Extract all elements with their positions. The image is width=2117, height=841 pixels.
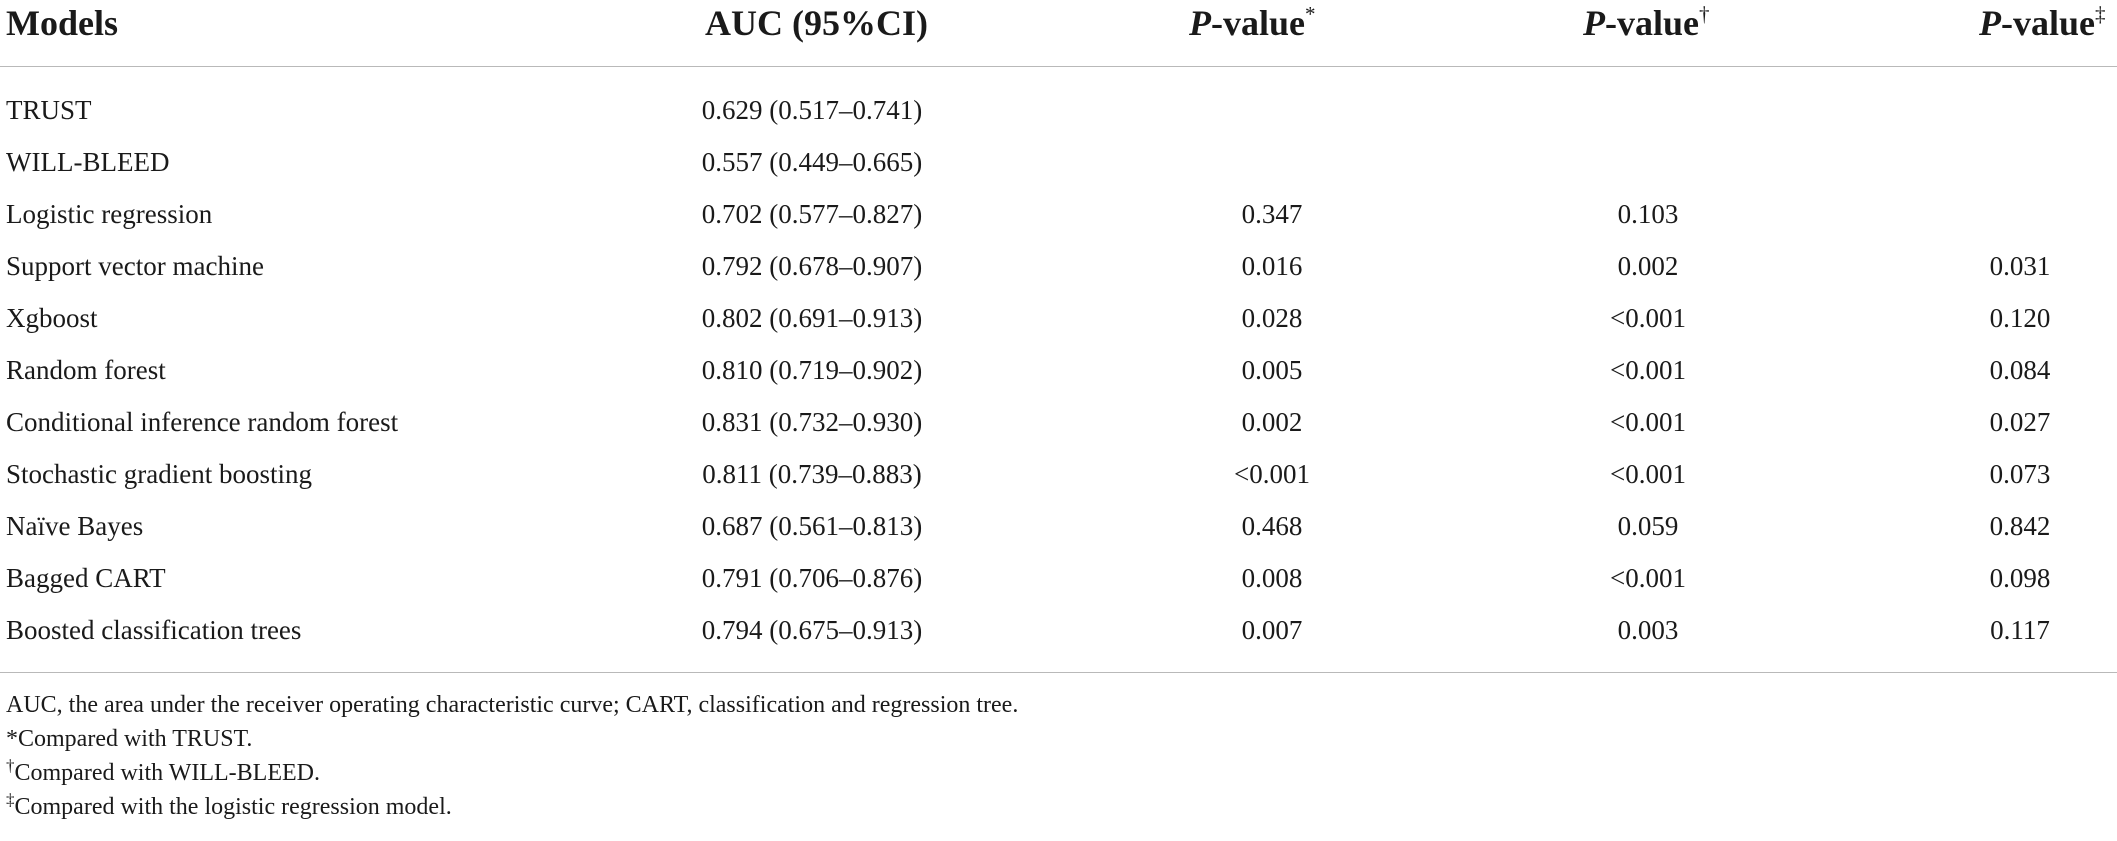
- table-row: Stochastic gradient boosting 0.811 (0.73…: [0, 448, 2117, 500]
- footnote-mark: *: [6, 726, 18, 752]
- header-p-mark: *: [1305, 2, 1316, 26]
- p-value-vs-logistic: 0.031: [1989, 251, 2051, 281]
- header-p-letter: P: [1189, 3, 1211, 43]
- p-value-vs-trust: 0.016: [1241, 251, 1303, 281]
- p-value-vs-logistic: 0.027: [1989, 407, 2051, 437]
- model-name: TRUST: [6, 95, 92, 125]
- header-p-suffix: -value: [1211, 3, 1305, 43]
- auc-value: 0.702 (0.577–0.827): [701, 199, 923, 229]
- auc-value: 0.802 (0.691–0.913): [701, 303, 923, 333]
- header-p-suffix: -value: [1605, 3, 1699, 43]
- footnote-text: Compared with TRUST.: [18, 726, 253, 752]
- footnote-will-bleed: †Compared with WILL-BLEED.: [6, 756, 1018, 790]
- p-value-vs-will-bleed: <0.001: [1610, 303, 1686, 333]
- table-row: Support vector machine 0.792 (0.678–0.90…: [0, 240, 2117, 292]
- table-row: TRUST 0.629 (0.517–0.741): [0, 84, 2117, 136]
- p-value-vs-logistic: 0.842: [1989, 511, 2051, 541]
- auc-value: 0.810 (0.719–0.902): [701, 355, 923, 385]
- p-value-vs-logistic: 0.073: [1989, 459, 2051, 489]
- p-value-vs-trust: 0.028: [1241, 303, 1303, 333]
- p-value-vs-will-bleed: <0.001: [1610, 407, 1686, 437]
- p-value-vs-logistic: 0.084: [1989, 355, 2051, 385]
- header-p-suffix: -value: [2001, 3, 2095, 43]
- model-name: Boosted classification trees: [6, 615, 302, 645]
- p-value-vs-will-bleed: 0.059: [1617, 511, 1679, 541]
- footnote-mark: †: [6, 756, 15, 775]
- model-name: Logistic regression: [6, 199, 213, 229]
- table-row: WILL-BLEED 0.557 (0.449–0.665): [0, 136, 2117, 188]
- header-p-mark: ‡: [2095, 2, 2106, 26]
- footnote-abbreviations: AUC, the area under the receiver operati…: [6, 692, 1019, 718]
- p-value-vs-logistic: 0.117: [1990, 615, 2050, 645]
- p-value-vs-will-bleed: 0.003: [1617, 615, 1679, 645]
- auc-value: 0.831 (0.732–0.930): [701, 407, 923, 437]
- footnote-text: Compared with the logistic regression mo…: [14, 794, 452, 820]
- p-value-vs-will-bleed: 0.103: [1617, 199, 1679, 229]
- auc-value: 0.791 (0.706–0.876): [701, 563, 923, 593]
- auc-value: 0.794 (0.675–0.913): [701, 615, 923, 645]
- model-name: Conditional inference random forest: [6, 407, 399, 437]
- header-p-value-2: P-value†: [1583, 0, 1710, 66]
- footnote-text: Compared with WILL-BLEED.: [14, 760, 320, 786]
- model-name: Support vector machine: [6, 251, 264, 281]
- p-value-vs-trust: 0.002: [1241, 407, 1303, 437]
- p-value-vs-trust: 0.008: [1241, 563, 1303, 593]
- header-models-label: Models: [6, 3, 118, 43]
- header-rule: [0, 66, 2117, 67]
- model-name: Random forest: [6, 355, 166, 385]
- p-value-vs-will-bleed: <0.001: [1610, 563, 1686, 593]
- header-p-mark: †: [1699, 2, 1710, 26]
- model-name: Naïve Bayes: [6, 511, 144, 541]
- table-row: Xgboost 0.802 (0.691–0.913) 0.028 <0.001…: [0, 292, 2117, 344]
- header-p-value-1: P-value*: [1189, 0, 1316, 66]
- table-row: Logistic regression 0.702 (0.577–0.827) …: [0, 188, 2117, 240]
- p-value-vs-trust: 0.468: [1241, 511, 1303, 541]
- auc-value: 0.792 (0.678–0.907): [701, 251, 923, 281]
- header-p-value-3: P-value‡: [1979, 0, 2106, 66]
- header-p-letter: P: [1979, 3, 2001, 43]
- footer-rule: [0, 672, 2117, 673]
- table-row: Bagged CART 0.791 (0.706–0.876) 0.008 <0…: [0, 552, 2117, 604]
- footnote-mark: ‡: [6, 790, 15, 809]
- p-value-vs-will-bleed: <0.001: [1610, 355, 1686, 385]
- header-auc: AUC (95%CI): [705, 0, 928, 66]
- table-row: Conditional inference random forest 0.83…: [0, 396, 2117, 448]
- model-name: WILL-BLEED: [6, 147, 170, 177]
- table-row: Random forest 0.810 (0.719–0.902) 0.005 …: [0, 344, 2117, 396]
- header-p-letter: P: [1583, 3, 1605, 43]
- header-models: Models: [6, 0, 118, 66]
- p-value-vs-will-bleed: 0.002: [1617, 251, 1679, 281]
- p-value-vs-trust: 0.347: [1241, 199, 1303, 229]
- model-name: Xgboost: [6, 303, 98, 333]
- auc-value: 0.557 (0.449–0.665): [701, 147, 923, 177]
- model-name: Stochastic gradient boosting: [6, 459, 312, 489]
- auc-value: 0.811 (0.739–0.883): [702, 459, 922, 489]
- auc-value: 0.629 (0.517–0.741): [701, 95, 923, 125]
- table-row: Boosted classification trees 0.794 (0.67…: [0, 604, 2117, 656]
- header-auc-label: AUC (95%CI): [705, 3, 928, 43]
- table-row: Naïve Bayes 0.687 (0.561–0.813) 0.468 0.…: [0, 500, 2117, 552]
- p-value-vs-trust: <0.001: [1234, 459, 1310, 489]
- auc-value: 0.687 (0.561–0.813): [701, 511, 923, 541]
- table-footnotes: AUC, the area under the receiver operati…: [6, 688, 1018, 824]
- p-value-vs-logistic: 0.120: [1989, 303, 2051, 333]
- model-name: Bagged CART: [6, 563, 166, 593]
- p-value-vs-trust: 0.005: [1241, 355, 1303, 385]
- footnote-trust: *Compared with TRUST.: [6, 722, 1018, 756]
- p-value-vs-logistic: 0.098: [1989, 563, 2051, 593]
- p-value-vs-will-bleed: <0.001: [1610, 459, 1686, 489]
- p-value-vs-trust: 0.007: [1241, 615, 1303, 645]
- footnote-logistic: ‡Compared with the logistic regression m…: [6, 790, 1018, 824]
